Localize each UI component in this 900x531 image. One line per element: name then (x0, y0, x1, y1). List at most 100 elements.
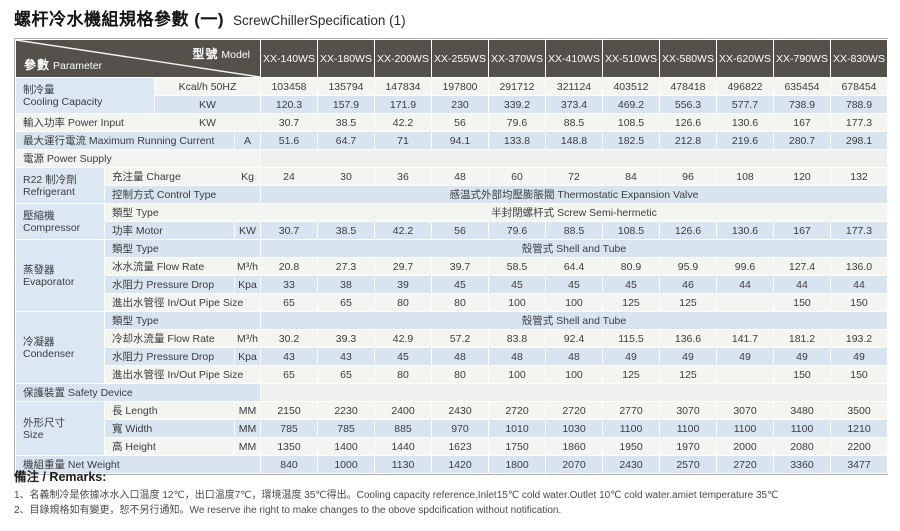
value-cell: 100 (488, 365, 546, 384)
span-value-cell: 殼管式 Shell and Tube (260, 311, 888, 330)
row-group-label: 冷凝器 Condenser (15, 311, 105, 384)
value-cell: 150 (830, 293, 888, 312)
value-cell: 469.2 (602, 95, 660, 114)
value-cell: 56 (431, 221, 489, 240)
value-cell (716, 365, 774, 384)
value-cell: 2770 (602, 401, 660, 420)
table-row: 輸入功率 Power Input KW 30.7 38.5 42.2 56 79.6 88.5… (15, 113, 888, 132)
value-cell: 193.2 (830, 329, 888, 348)
value-cell: 1100 (659, 419, 717, 438)
row-label: 水阻力 Pressure Drop (104, 347, 235, 366)
value-cell: 24 (260, 167, 318, 186)
value-cell: 99.6 (716, 257, 774, 276)
value-cell: 65 (317, 293, 375, 312)
row-label: 輸入功率 Power Input (15, 113, 155, 132)
value-cell: 39.7 (431, 257, 489, 276)
value-cell: 42.2 (374, 221, 432, 240)
value-cell: 136.6 (659, 329, 717, 348)
value-cell: 43 (317, 347, 375, 366)
value-cell: 1100 (716, 419, 774, 438)
value-cell: 127.4 (773, 257, 831, 276)
value-cell: 3480 (773, 401, 831, 420)
value-cell: 635454 (773, 77, 831, 96)
row-label: 類型 Type (104, 311, 261, 330)
row-label: M³/h (234, 329, 261, 348)
value-cell: 148.8 (545, 131, 603, 150)
value-cell: 1130 (374, 455, 432, 474)
row-label: KW (154, 95, 261, 114)
span-value-cell: 半封閉螺杆式 Screw Semi-hermetic (260, 203, 888, 222)
table-row: 制冷量 Cooling Capacity Kcal/h 50HZ 103458 135… (15, 77, 888, 114)
value-cell: 2400 (374, 401, 432, 420)
value-cell: 45 (545, 275, 603, 294)
row-label: MM (234, 419, 261, 438)
table-row: 冰水流量 Flow Rate M³/h 20.8 27.3 29.7 39.7 58.5 64… (16, 257, 888, 276)
value-cell: 1623 (431, 437, 489, 456)
model-header: XX-370WS (488, 39, 546, 78)
value-cell: 678454 (830, 77, 888, 96)
value-cell: 33 (260, 275, 318, 294)
row-label: 控制方式 Control Type (104, 185, 261, 204)
row-label: 類型 Type (104, 203, 261, 222)
value-cell: 49 (830, 347, 888, 366)
value-cell: 150 (773, 293, 831, 312)
value-cell: 88.5 (545, 221, 603, 240)
row-label: 進出水管徑 In/Out Pipe Size (104, 365, 261, 384)
value-cell: 2070 (545, 455, 603, 474)
value-cell: 126.6 (659, 221, 717, 240)
value-cell: 2230 (317, 401, 375, 420)
value-cell: 71 (374, 131, 432, 150)
value-cell: 57.2 (431, 329, 489, 348)
spec-table-wrap: 型號 Model 參數 Parameter XX-140WS XX-180WS XX-2… (14, 38, 888, 475)
row-label: KW (234, 221, 261, 240)
spec-table: 型號 Model 參數 Parameter XX-140WS XX-180WS XX-2… (15, 39, 888, 474)
row-label: 冰水流量 Flow Rate (104, 257, 235, 276)
value-cell: 80 (431, 365, 489, 384)
header-row: 型號 Model 參數 Parameter XX-140WS XX-180WS XX-2… (15, 39, 888, 78)
value-cell: 130.6 (716, 221, 774, 240)
value-cell: 45 (488, 275, 546, 294)
row-label: 類型 Type (104, 239, 261, 258)
value-cell: 130.6 (716, 113, 774, 132)
value-cell: 64.4 (545, 257, 603, 276)
row-label: 進出水管徑 In/Out Pipe Size (104, 293, 261, 312)
row-group-label: 壓縮機 Compressor (15, 203, 105, 240)
row-label: Kg (234, 167, 261, 186)
value-cell: 1860 (545, 437, 603, 456)
value-cell: 20.8 (260, 257, 318, 276)
value-cell: 49 (716, 347, 774, 366)
value-cell: 30 (317, 167, 375, 186)
value-cell: 42.2 (374, 113, 432, 132)
value-cell: 373.4 (545, 95, 603, 114)
model-header: XX-790WS (773, 39, 831, 78)
row-group-label: 外形尺寸 Size (15, 401, 105, 456)
value-cell: 64.7 (317, 131, 375, 150)
value-cell: 29.7 (374, 257, 432, 276)
value-cell: 788.9 (830, 95, 888, 114)
value-cell: 1010 (488, 419, 546, 438)
row-group-label: 蒸發器 Evaporator (15, 239, 105, 312)
value-cell: 181.2 (773, 329, 831, 348)
value-cell: 58.5 (488, 257, 546, 276)
value-cell: 496822 (716, 77, 774, 96)
corner-cell: 型號 Model 參數 Parameter (15, 39, 261, 78)
value-cell: 108.5 (602, 221, 660, 240)
value-cell: 135794 (317, 77, 375, 96)
value-cell: 177.3 (830, 221, 888, 240)
value-cell: 2430 (431, 401, 489, 420)
row-label: 水阻力 Pressure Drop (104, 275, 235, 294)
value-cell: 1950 (602, 437, 660, 456)
model-header: XX-255WS (431, 39, 489, 78)
value-cell: 1400 (317, 437, 375, 456)
value-cell (716, 293, 774, 312)
value-cell: 44 (716, 275, 774, 294)
row-label: 保護裝置 Safety Device (15, 383, 261, 402)
row-label: 充注量 Charge (104, 167, 235, 186)
value-cell: 125 (659, 365, 717, 384)
row-label: Kcal/h 50HZ (154, 77, 261, 96)
value-cell: 94.1 (431, 131, 489, 150)
row-label: KW (154, 113, 261, 132)
table-row: 高 Height MM 1350 1400 1440 1623 1750 1860 1950 19… (16, 437, 888, 456)
value-cell: 2080 (773, 437, 831, 456)
